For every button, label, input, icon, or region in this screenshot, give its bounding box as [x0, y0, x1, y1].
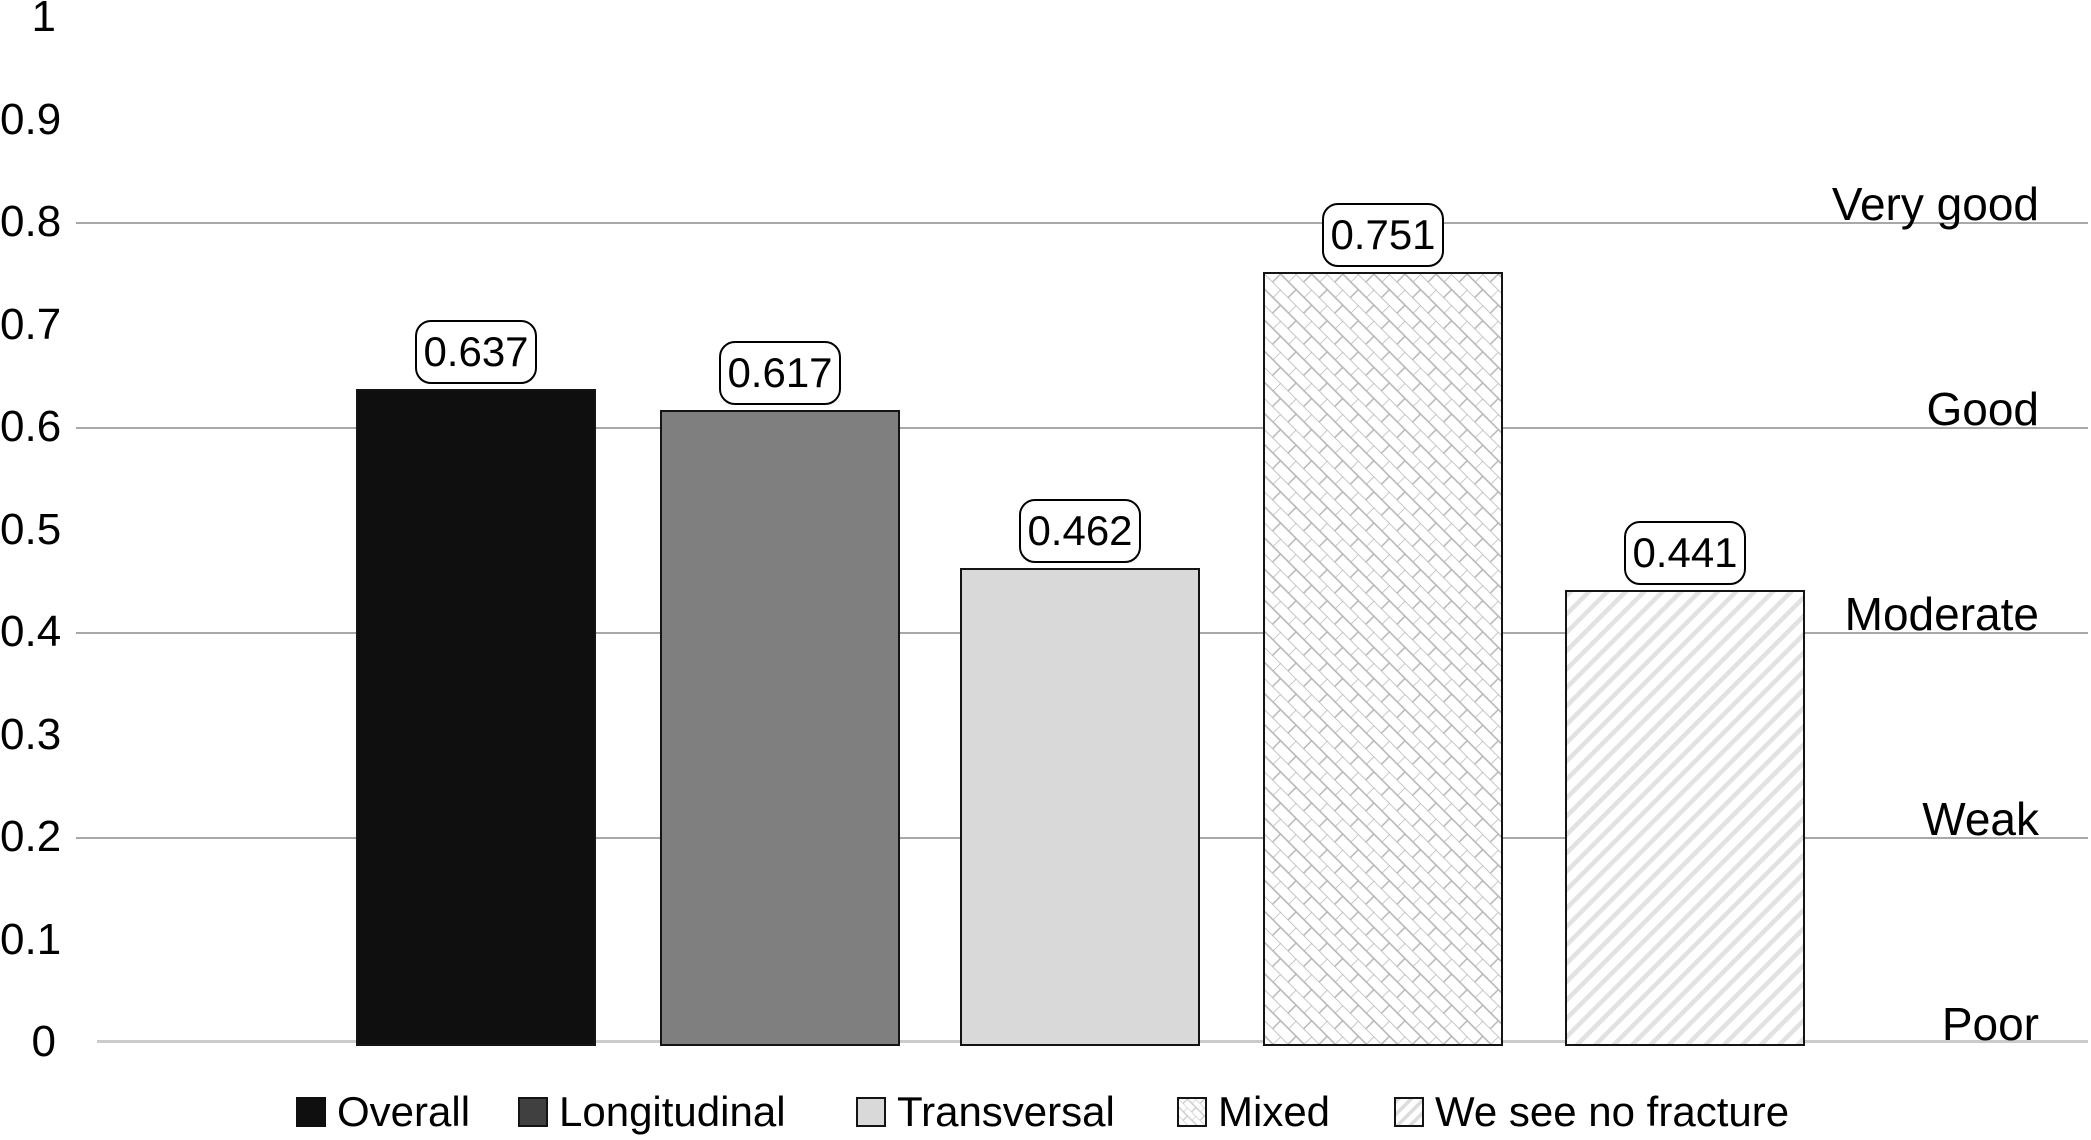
- value-label-we-see-no-fracture: 0.441: [1624, 521, 1746, 585]
- legend-label-overall: Overall: [337, 1088, 471, 1135]
- bar-longitudinal: [660, 410, 900, 1046]
- diagonal-stripe-pattern-swatch: [1396, 1099, 1422, 1125]
- bar-transversal: [960, 568, 1200, 1046]
- legend-item-mixed: Mixed: [1177, 1088, 1330, 1136]
- bar-overall: [356, 389, 596, 1046]
- y-tick-label: 0.9: [0, 95, 62, 144]
- y-tick-label: 0.8: [0, 197, 62, 246]
- legend-swatch-longitudinal: [518, 1097, 548, 1127]
- scale-label-weak: Weak: [1922, 793, 2039, 845]
- diagonal-stripe-pattern-fill: [1567, 592, 1803, 1044]
- scale-label-moderate: Moderate: [1844, 588, 2039, 640]
- value-label-transversal: 0.462: [1019, 499, 1141, 563]
- bar-mixed: [1263, 272, 1503, 1046]
- scale-label-very-good: Very good: [1831, 178, 2039, 230]
- scale-label-good: Good: [1926, 383, 2039, 435]
- y-tick-label: 0.6: [0, 402, 62, 451]
- legend-item-overall: Overall: [296, 1088, 470, 1136]
- y-tick-label: 0.1: [0, 915, 62, 964]
- gridline: [76, 222, 2088, 224]
- legend-swatch-we-see-no-fracture: [1394, 1097, 1424, 1127]
- legend-label-we-see-no-fracture: We see no fracture: [1435, 1088, 1790, 1135]
- legend-item-transversal: Transversal: [856, 1088, 1115, 1136]
- value-label-longitudinal: 0.617: [719, 341, 841, 405]
- y-tick-label: 1: [31, 0, 56, 41]
- legend-label-mixed: Mixed: [1218, 1088, 1331, 1135]
- legend-swatch-mixed: [1177, 1097, 1207, 1127]
- legend-item-longitudinal: Longitudinal: [518, 1088, 786, 1136]
- y-tick-label: 0.7: [0, 300, 62, 349]
- y-tick-label: 0: [31, 1017, 56, 1066]
- y-tick-label: 0.5: [0, 505, 62, 554]
- legend-swatch-overall: [296, 1097, 326, 1127]
- legend-swatch-transversal: [856, 1097, 886, 1127]
- scale-label-poor: Poor: [1941, 998, 2039, 1050]
- gridline: [76, 427, 2088, 429]
- y-tick-label: 0.2: [0, 812, 62, 861]
- diagonal-brick-pattern-swatch: [1179, 1099, 1205, 1125]
- y-tick-label: 0.3: [0, 710, 62, 759]
- value-label-overall: 0.637: [415, 320, 537, 384]
- diagonal-brick-pattern-fill: [1265, 274, 1501, 1044]
- value-label-mixed: 0.751: [1322, 203, 1444, 267]
- bar-we-see-no-fracture: [1565, 590, 1805, 1046]
- legend-label-longitudinal: Longitudinal: [559, 1088, 786, 1135]
- legend-item-we-see-no-fracture: We see no fracture: [1394, 1088, 1789, 1136]
- y-tick-label: 0.4: [0, 607, 62, 656]
- legend-label-transversal: Transversal: [897, 1088, 1115, 1135]
